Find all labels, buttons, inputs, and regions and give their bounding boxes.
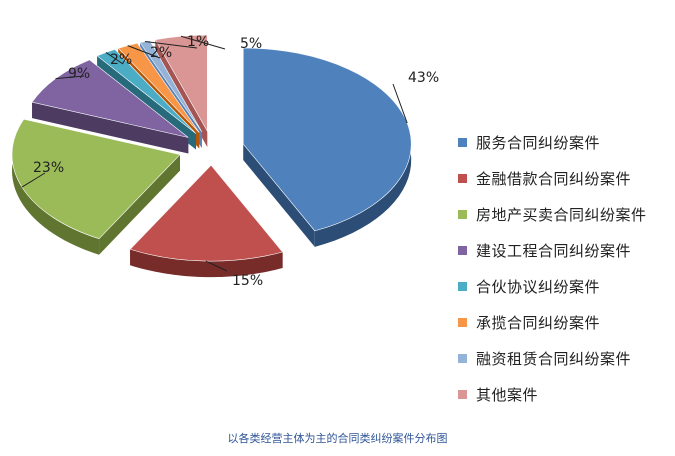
legend-item: 服务合同纠纷案件 — [458, 124, 647, 160]
data-label: 9% — [68, 66, 90, 82]
legend-swatch — [458, 209, 467, 219]
data-label: 43% — [408, 70, 439, 86]
legend-swatch — [458, 173, 467, 183]
leader-line — [105, 52, 124, 65]
legend-swatch — [458, 137, 467, 147]
legend-item: 承揽合同纠纷案件 — [458, 304, 647, 340]
legend-item: 建设工程合同纠纷案件 — [458, 232, 647, 268]
data-label: 2% — [150, 45, 172, 61]
leader-line — [127, 45, 161, 59]
leader-line — [392, 83, 408, 124]
leader-line — [144, 41, 198, 49]
legend-swatch — [458, 245, 467, 255]
leader-line — [21, 172, 46, 188]
legend-label: 建设工程合同纠纷案件 — [476, 241, 632, 260]
pie-slice — [129, 164, 284, 262]
legend-label: 金融借款合同纠纷案件 — [476, 169, 632, 188]
legend-item: 房地产买卖合同纠纷案件 — [458, 196, 647, 232]
figure-caption: 以各类经营主体为主的合同类纠纷案件分布图 — [227, 432, 448, 445]
data-label: 5% — [240, 36, 262, 52]
legend-label: 承揽合同纠纷案件 — [476, 313, 601, 332]
pie-slice-side — [243, 48, 412, 247]
data-label: 1% — [187, 34, 209, 50]
pie-slice-wall — [130, 249, 283, 278]
legend-swatch — [458, 281, 467, 291]
leader-line — [180, 35, 226, 50]
legend-item: 合伙协议纠纷案件 — [458, 268, 647, 304]
legend-label: 服务合同纠纷案件 — [476, 133, 601, 152]
legend-label: 融资租赁合同纠纷案件 — [476, 349, 632, 368]
legend-swatch — [458, 353, 467, 363]
legend-label: 其他案件 — [476, 385, 539, 404]
legend-item: 融资租赁合同纠纷案件 — [458, 340, 647, 376]
data-label: 15% — [232, 273, 263, 289]
legend-swatch — [458, 317, 467, 327]
leader-line — [205, 260, 228, 272]
legend-item: 金融借款合同纠纷案件 — [458, 160, 647, 196]
pie-slice-edge — [243, 144, 315, 247]
data-label: 2% — [110, 52, 132, 68]
legend: 服务合同纠纷案件 金融借款合同纠纷案件 房地产买卖合同纠纷案件 建设工程合同纠纷… — [458, 124, 647, 412]
leader-line — [55, 75, 85, 80]
data-label: 23% — [33, 160, 64, 176]
legend-label: 合伙协议纠纷案件 — [476, 277, 601, 296]
pie-slice-edge — [99, 154, 181, 255]
legend-swatch — [458, 389, 467, 399]
pie-slice-edge — [32, 102, 189, 154]
legend-label: 房地产买卖合同纠纷案件 — [476, 205, 647, 224]
legend-item: 其他案件 — [458, 376, 647, 412]
